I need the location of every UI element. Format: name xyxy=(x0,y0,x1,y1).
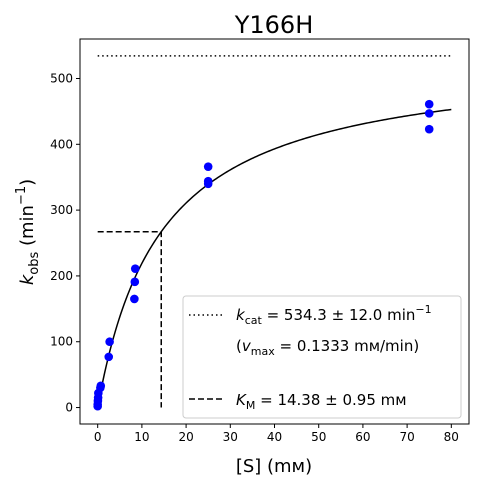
legend-vmax-label: (vmax = 0.1333 mм/min) xyxy=(236,337,419,358)
data-point xyxy=(105,337,114,347)
y-tick-label: 300 xyxy=(50,203,73,217)
data-point xyxy=(424,99,434,109)
data-point xyxy=(130,264,140,273)
data-point xyxy=(130,294,139,304)
data-point xyxy=(424,124,434,134)
x-tick-label: 10 xyxy=(134,430,149,444)
y-tick-label: 200 xyxy=(50,269,73,283)
legend-kcat-label: kcat = 534.3 ± 12.0 min−1 xyxy=(236,303,432,327)
x-tick-label: 40 xyxy=(267,430,282,444)
scatter-points xyxy=(93,99,434,411)
x-tick-label: 20 xyxy=(178,430,193,444)
x-tick-label: 50 xyxy=(311,430,326,444)
chart-title: Y166H xyxy=(234,11,314,39)
x-tick-label: 30 xyxy=(223,430,238,444)
y-tick-label: 500 xyxy=(50,71,73,85)
y-tick-label: 0 xyxy=(65,401,73,415)
x-tick-label: 80 xyxy=(444,430,459,444)
x-tick-label: 0 xyxy=(94,430,102,444)
fit-curve-group xyxy=(96,108,452,408)
data-point xyxy=(203,162,213,171)
data-point xyxy=(203,176,213,186)
x-tick-label: 60 xyxy=(355,430,370,444)
x-axis-label: [S] (mм) xyxy=(236,456,312,477)
axis-ticks: 0 10 20 30 40 50 60 70 80 0 100 200 300 400 500 xyxy=(50,71,459,444)
y-tick-label: 400 xyxy=(50,137,73,151)
legend: kcat = 534.3 ± 12.0 min−1 (vmax = 0.1333… xyxy=(182,295,462,419)
km-line xyxy=(97,230,162,408)
fit-curve xyxy=(96,108,452,408)
data-point xyxy=(104,352,114,362)
legend-km-label: KM = 14.38 ± 0.95 mм xyxy=(236,391,407,412)
y-axis-label: kobs (min−1) xyxy=(14,179,42,285)
y-tick-label: 100 xyxy=(50,335,73,349)
data-point xyxy=(424,109,434,118)
legend-box xyxy=(182,295,462,419)
x-tick-label: 70 xyxy=(399,430,414,444)
data-point xyxy=(130,277,140,287)
data-point xyxy=(96,381,106,391)
